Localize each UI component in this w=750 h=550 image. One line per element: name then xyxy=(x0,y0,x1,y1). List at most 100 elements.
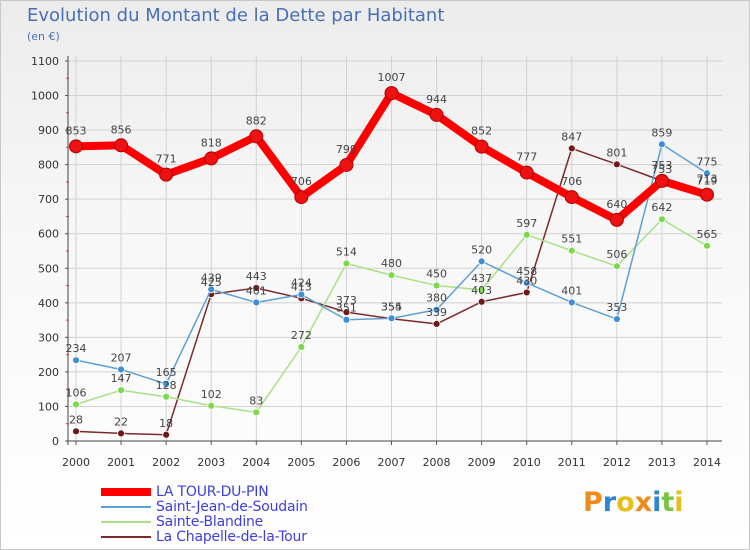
data-point xyxy=(159,167,174,182)
x-tick-label: 2006 xyxy=(332,456,360,469)
data-point xyxy=(703,169,711,178)
data-label: 272 xyxy=(291,329,312,342)
data-point xyxy=(432,281,441,290)
y-tick-label: 0 xyxy=(52,435,59,448)
data-label: 799 xyxy=(336,143,357,156)
data-point xyxy=(567,246,576,255)
data-point xyxy=(477,297,486,306)
legend-label: Sainte-Blandine xyxy=(156,514,264,530)
data-label: 551 xyxy=(561,233,582,246)
legend-item-saint-jean-de-soudain: Saint-Jean-de-Soudain xyxy=(101,499,361,515)
data-point xyxy=(117,429,125,438)
data-label: 128 xyxy=(156,379,177,392)
data-point xyxy=(297,290,306,299)
x-tick-label: 2010 xyxy=(513,456,541,469)
data-label: 234 xyxy=(66,342,87,355)
data-point xyxy=(612,160,621,169)
data-label: 28 xyxy=(69,413,83,426)
logo-letter: t xyxy=(661,487,675,518)
data-label: 83 xyxy=(249,394,263,407)
data-label: 353 xyxy=(606,301,627,314)
y-tick-label: 100 xyxy=(38,400,59,413)
data-label: 106 xyxy=(66,386,87,399)
data-label: 520 xyxy=(471,243,492,256)
x-tick-label: 2001 xyxy=(107,456,135,469)
data-label: 719 xyxy=(697,175,718,188)
logo-letter: r xyxy=(602,487,617,518)
y-tick-label: 500 xyxy=(38,262,59,275)
data-label: 18 xyxy=(159,417,173,430)
data-label: 565 xyxy=(697,228,718,241)
data-label: 207 xyxy=(111,351,132,364)
legend-label: LA TOUR-DU-PIN xyxy=(156,484,269,500)
data-point xyxy=(162,430,171,439)
legend-swatch xyxy=(101,506,151,508)
data-label: 713 xyxy=(697,173,718,186)
data-point xyxy=(384,86,399,101)
data-labels: 853 856 771 818 882 706 799 1007 944 852 777 706 640… xyxy=(66,71,718,430)
data-label: 480 xyxy=(381,257,402,270)
x-tick-label: 2012 xyxy=(603,456,631,469)
data-point xyxy=(207,285,216,294)
data-point xyxy=(252,408,261,417)
logo-letter: i xyxy=(652,487,662,518)
data-label: 944 xyxy=(426,93,447,106)
y-tick-label: 600 xyxy=(38,228,59,241)
data-label: 597 xyxy=(516,217,537,230)
data-point xyxy=(567,298,576,307)
data-point xyxy=(342,259,351,268)
y-tick-label: 1000 xyxy=(31,90,59,103)
legend-swatch xyxy=(101,536,151,538)
y-tick-label: 700 xyxy=(38,193,59,206)
data-label: 801 xyxy=(606,146,627,159)
legend-swatch xyxy=(101,488,151,496)
legend-item-la-tour-du-pin: LA TOUR-DU-PIN xyxy=(101,484,361,500)
x-tick-label: 2003 xyxy=(197,456,225,469)
data-label: 413 xyxy=(291,280,312,293)
data-label: 351 xyxy=(336,302,357,315)
data-point xyxy=(658,215,666,224)
data-label: 373 xyxy=(336,294,357,307)
data-label: 443 xyxy=(246,270,267,283)
data-label: 437 xyxy=(471,272,492,285)
data-point xyxy=(612,262,621,271)
data-point xyxy=(72,356,80,365)
proxiti-logo: Proxiti xyxy=(583,487,684,518)
data-point xyxy=(522,288,531,297)
logo-letter: x xyxy=(634,487,653,518)
data-label: 853 xyxy=(66,124,87,137)
legend-label: Saint-Jean-de-Soudain xyxy=(156,499,308,515)
x-tick-label: 2004 xyxy=(242,456,270,469)
data-label: 424 xyxy=(291,277,312,290)
data-point xyxy=(339,157,354,172)
data-label: 403 xyxy=(471,284,492,297)
data-label: 777 xyxy=(516,151,537,164)
x-tick-label: 2008 xyxy=(423,456,451,469)
data-point xyxy=(252,284,261,292)
chart-subtitle: (en €) xyxy=(27,30,60,43)
chart-title: Evolution du Montant de la Dette par Hab… xyxy=(27,5,445,26)
data-label: 706 xyxy=(291,175,312,188)
data-label: 753 xyxy=(651,159,672,172)
legend-item-sainte-blandine: Sainte-Blandine xyxy=(101,514,361,530)
y-tick-label: 200 xyxy=(38,366,59,379)
data-point xyxy=(252,298,261,307)
y-tick-label: 800 xyxy=(38,159,59,172)
x-tick-label: 2011 xyxy=(558,456,586,469)
data-point xyxy=(207,401,216,410)
data-point xyxy=(162,392,171,401)
data-point xyxy=(658,140,666,149)
data-label: 355 xyxy=(381,300,402,313)
x-tick-label: 2014 xyxy=(693,456,721,469)
data-label: 818 xyxy=(201,136,222,149)
data-point xyxy=(432,319,441,328)
data-point xyxy=(204,151,219,166)
data-point xyxy=(474,139,489,154)
logo-letter: i xyxy=(674,487,684,518)
data-point xyxy=(117,386,125,395)
data-label: 450 xyxy=(426,268,447,281)
data-label: 165 xyxy=(156,366,177,379)
axes: 0 100 200 300 400 500 600 700 800 900 1000 1100 2000… xyxy=(31,55,722,469)
data-label: 856 xyxy=(111,123,132,136)
